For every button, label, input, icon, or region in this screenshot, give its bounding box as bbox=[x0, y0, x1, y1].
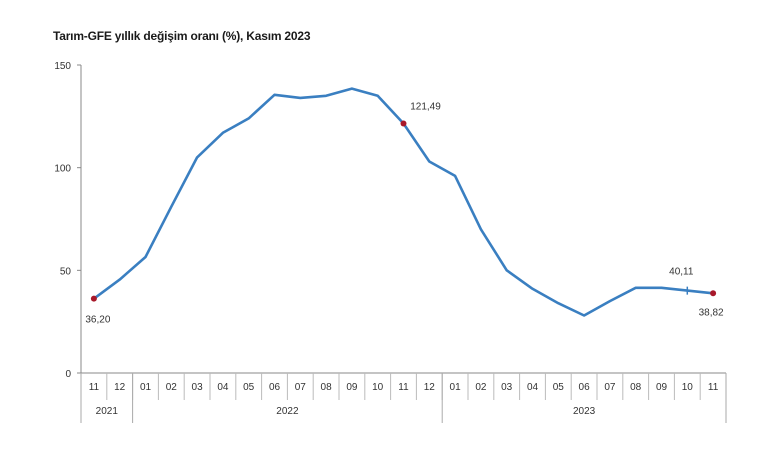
year-label: 2021 bbox=[96, 406, 119, 417]
data-label: 36,20 bbox=[85, 315, 110, 326]
x-tick-label: 10 bbox=[682, 382, 694, 393]
data-label: 38,82 bbox=[699, 307, 724, 318]
x-tick-label: 06 bbox=[579, 382, 591, 393]
x-tick-label: 11 bbox=[89, 382, 100, 393]
x-tick-label: 03 bbox=[501, 382, 513, 393]
x-tick-label: 12 bbox=[424, 382, 436, 393]
x-tick-label: 07 bbox=[295, 382, 307, 393]
x-tick-label: 09 bbox=[656, 382, 668, 393]
x-tick-label: 05 bbox=[553, 382, 565, 393]
data-point-marker bbox=[710, 290, 717, 297]
data-point-marker bbox=[90, 295, 97, 302]
y-tick-label: 50 bbox=[60, 266, 72, 277]
chart-title: Tarım-GFE yıllık değişim oranı (%), Kası… bbox=[53, 29, 311, 43]
data-point-marker bbox=[400, 120, 407, 127]
data-label: 40,11 bbox=[669, 267, 694, 278]
y-tick-label: 150 bbox=[54, 61, 71, 72]
x-tick-label: 04 bbox=[217, 382, 229, 393]
x-tick-label: 11 bbox=[398, 382, 409, 393]
year-label: 2022 bbox=[276, 406, 299, 417]
x-tick-label: 01 bbox=[450, 382, 462, 393]
data-label: 121,49 bbox=[410, 102, 441, 113]
x-tick-label: 11 bbox=[708, 382, 719, 393]
x-tick-label: 02 bbox=[475, 382, 487, 393]
x-tick-label: 01 bbox=[140, 382, 152, 393]
x-tick-label: 08 bbox=[630, 382, 642, 393]
x-tick-label: 05 bbox=[243, 382, 255, 393]
x-tick-label: 06 bbox=[269, 382, 281, 393]
year-label: 2023 bbox=[573, 406, 596, 417]
x-tick-label: 09 bbox=[346, 382, 358, 393]
x-tick-label: 03 bbox=[192, 382, 204, 393]
x-tick-label: 02 bbox=[166, 382, 178, 393]
x-tick-label: 12 bbox=[114, 382, 126, 393]
x-tick-label: 10 bbox=[372, 382, 384, 393]
y-tick-label: 100 bbox=[54, 164, 71, 175]
x-tick-label: 08 bbox=[321, 382, 333, 393]
x-tick-label: 04 bbox=[527, 382, 539, 393]
y-tick-label: 0 bbox=[65, 369, 71, 380]
x-tick-label: 07 bbox=[604, 382, 616, 393]
